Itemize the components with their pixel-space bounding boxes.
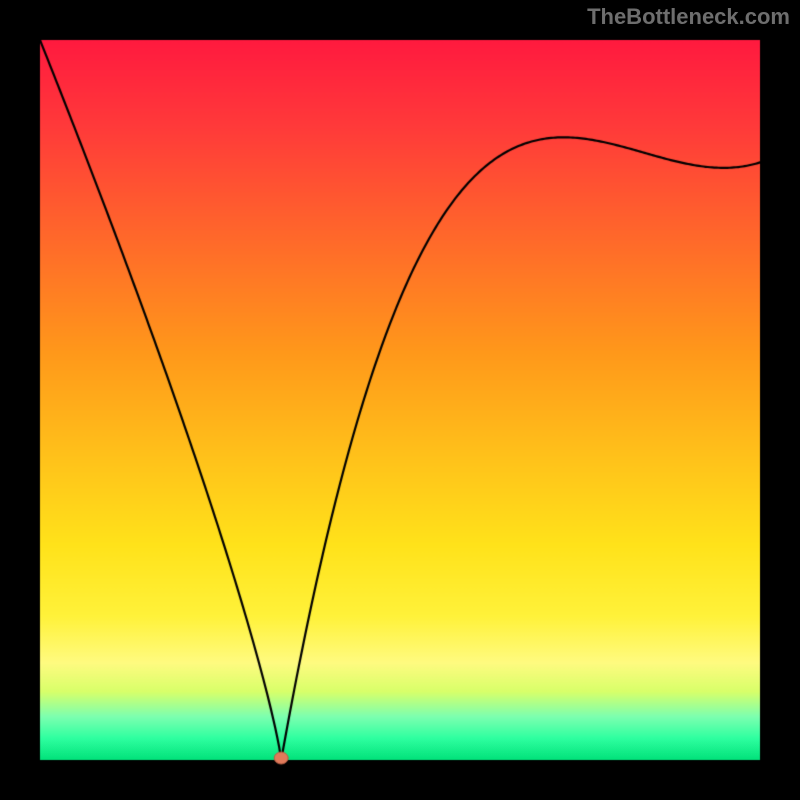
watermark-text: TheBottleneck.com (587, 4, 790, 30)
bottleneck-chart-canvas (0, 0, 800, 800)
chart-container: TheBottleneck.com (0, 0, 800, 800)
